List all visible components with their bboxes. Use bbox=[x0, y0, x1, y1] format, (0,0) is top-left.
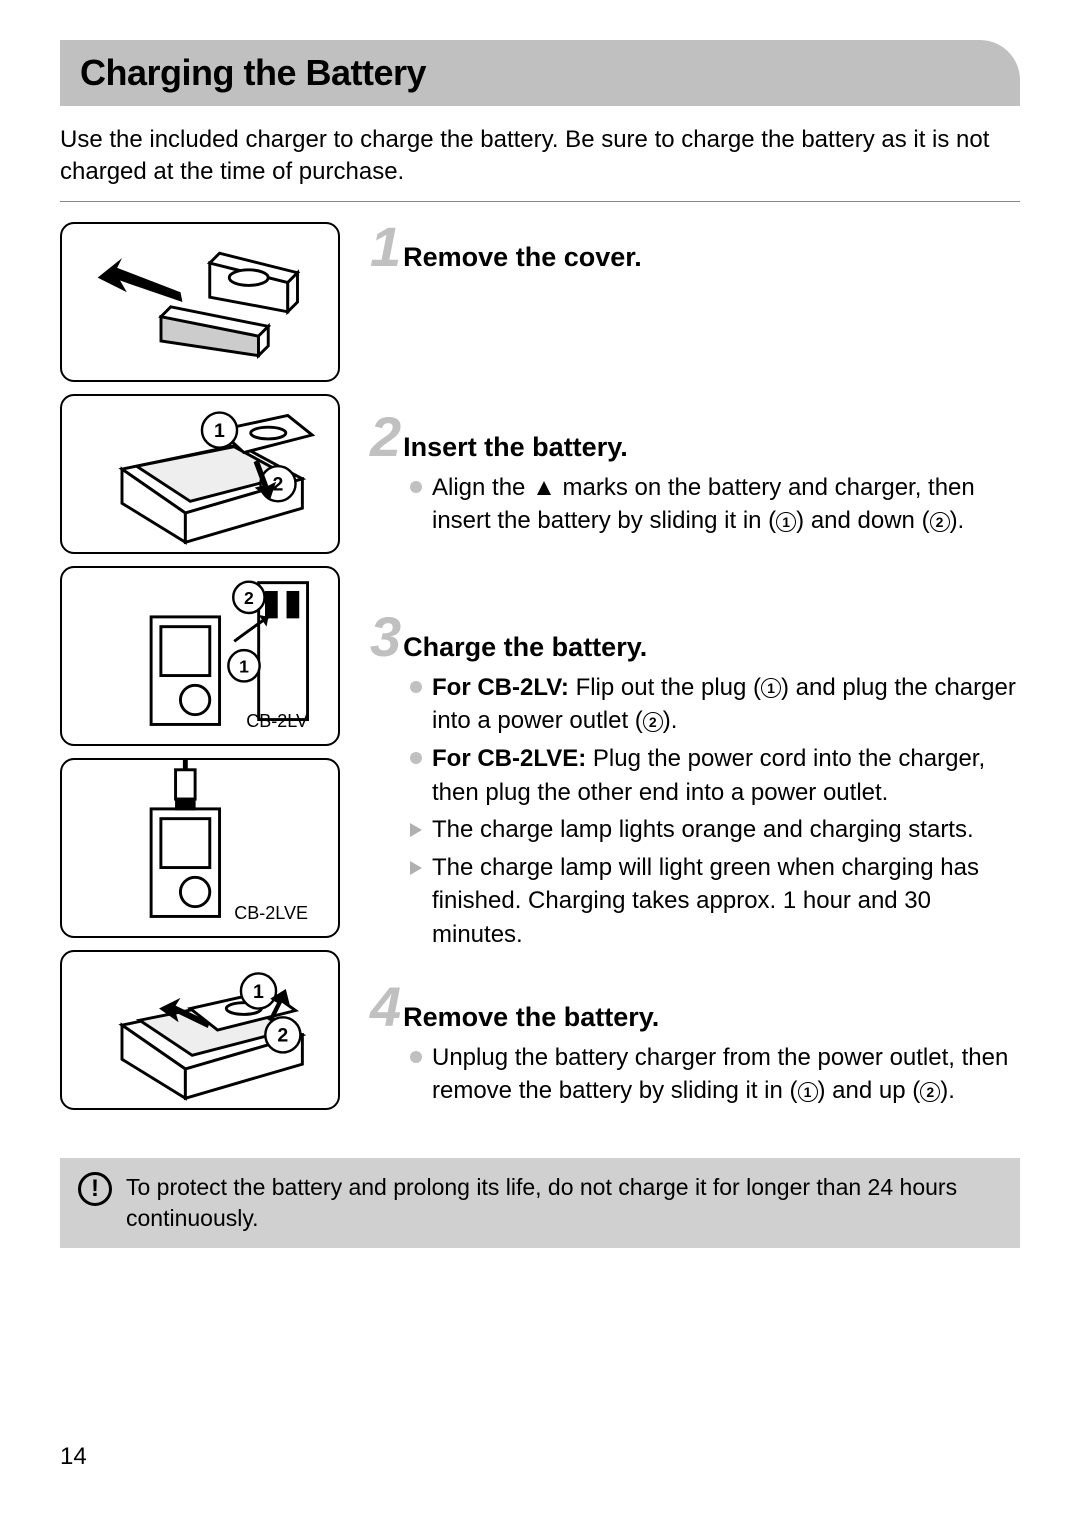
warning-icon: ! bbox=[78, 1172, 112, 1206]
callout-text: To protect the battery and prolong its l… bbox=[126, 1172, 1002, 1234]
bullet-dot-icon bbox=[410, 681, 422, 693]
step-number: 2 bbox=[370, 412, 401, 462]
bullet-dot-icon bbox=[410, 481, 422, 493]
figure-remove-battery: 1 2 bbox=[60, 950, 340, 1110]
svg-text:1: 1 bbox=[253, 981, 264, 1003]
figure-label-cb2lve: CB-2LVE bbox=[234, 903, 308, 924]
remove-battery-icon: 1 2 bbox=[62, 952, 338, 1108]
step-title: Insert the battery. bbox=[403, 432, 628, 463]
svg-text:1: 1 bbox=[214, 420, 225, 442]
step-title: Remove the battery. bbox=[403, 1002, 659, 1033]
steps-column: 1 Remove the cover. 2 Insert the battery… bbox=[370, 222, 1020, 1138]
bullet-text: Unplug the battery charger from the powe… bbox=[432, 1041, 1020, 1108]
svg-text:2: 2 bbox=[244, 588, 254, 608]
insert-battery-icon: 1 2 bbox=[62, 396, 338, 552]
content-area: 1 2 2 1 bbox=[60, 222, 1020, 1138]
figure-charge-cb2lve: CB-2LVE bbox=[60, 758, 340, 938]
bullet-triangle-icon bbox=[410, 861, 422, 875]
intro-text: Use the included charger to charge the b… bbox=[60, 124, 1020, 189]
figure-label-cb2lv: CB-2LV bbox=[246, 711, 308, 732]
step-number: 1 bbox=[370, 222, 401, 272]
bullet-item: For CB-2LV: Flip out the plug (1) and pl… bbox=[410, 671, 1020, 738]
figure-remove-cover bbox=[60, 222, 340, 382]
bullet-item: Unplug the battery charger from the powe… bbox=[410, 1041, 1020, 1108]
step-1: 1 Remove the cover. bbox=[370, 222, 1020, 382]
divider bbox=[60, 201, 1020, 202]
page-title: Charging the Battery bbox=[80, 52, 1000, 94]
svg-text:1: 1 bbox=[239, 656, 249, 676]
figure-insert-battery: 1 2 bbox=[60, 394, 340, 554]
step-title: Remove the cover. bbox=[403, 242, 642, 273]
page-number: 14 bbox=[60, 1443, 87, 1471]
bullet-dot-icon bbox=[410, 752, 422, 764]
step-2: 2 Insert the battery. Align the ▲ marks … bbox=[370, 412, 1020, 582]
bullet-item: The charge lamp lights orange and chargi… bbox=[410, 813, 1020, 847]
step-4: 4 Remove the battery. Unplug the battery… bbox=[370, 982, 1020, 1108]
cover-removal-icon bbox=[62, 224, 338, 380]
title-bar: Charging the Battery bbox=[60, 40, 1020, 106]
step-title: Charge the battery. bbox=[403, 632, 647, 663]
bullet-text: For CB-2LV: Flip out the plug (1) and pl… bbox=[432, 671, 1020, 738]
warning-callout: ! To protect the battery and prolong its… bbox=[60, 1158, 1020, 1248]
bullet-text: The charge lamp lights orange and chargi… bbox=[432, 813, 974, 847]
bullet-text: Align the ▲ marks on the battery and cha… bbox=[432, 471, 1020, 538]
figure-charge-cb2lv: 2 1 CB-2LV bbox=[60, 566, 340, 746]
step-number: 4 bbox=[370, 982, 401, 1032]
bullet-item: Align the ▲ marks on the battery and cha… bbox=[410, 471, 1020, 538]
figures-column: 1 2 2 1 bbox=[60, 222, 340, 1138]
bullet-text: The charge lamp will light green when ch… bbox=[432, 851, 1020, 952]
bullet-item: The charge lamp will light green when ch… bbox=[410, 851, 1020, 952]
bullet-triangle-icon bbox=[410, 823, 422, 837]
step-3: 3 Charge the battery. For CB-2LV: Flip o… bbox=[370, 612, 1020, 952]
bullet-dot-icon bbox=[410, 1051, 422, 1063]
bullet-item: For CB-2LVE: Plug the power cord into th… bbox=[410, 742, 1020, 809]
svg-text:2: 2 bbox=[277, 1024, 288, 1046]
bullet-text: For CB-2LVE: Plug the power cord into th… bbox=[432, 742, 1020, 809]
step-number: 3 bbox=[370, 612, 401, 662]
